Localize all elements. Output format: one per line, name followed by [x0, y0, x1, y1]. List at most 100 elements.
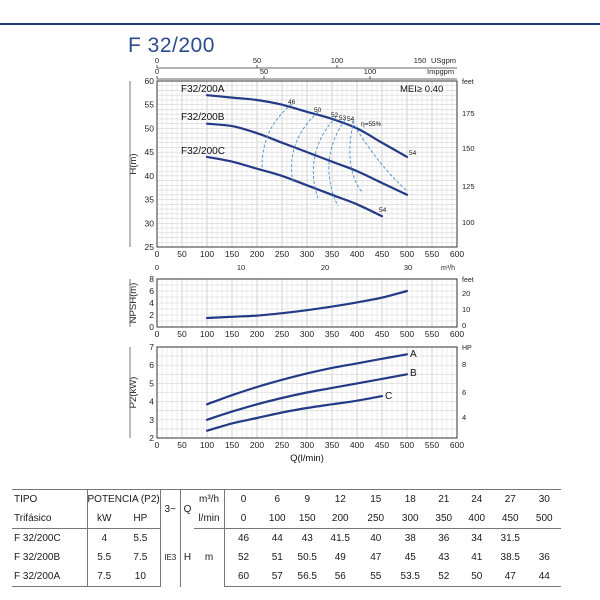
x-tick-label: 350 [325, 440, 339, 450]
y-axis-label: P2(kW) [128, 377, 139, 409]
col-hp: HP [120, 509, 161, 529]
right-unit: HP [462, 345, 472, 352]
power-chart: 0 50 100 150 200 250 300 350 400 450 500 550 600 2 3 4 5… [128, 342, 472, 464]
pump-curves: 0 50 100 150 200 250 300 350 400 450 500 550 6002530… [128, 56, 475, 464]
x-tick-label: 550 [425, 440, 439, 450]
h-cell: 56 [322, 567, 359, 587]
lmin-cell: 400 [460, 509, 494, 529]
top-axis-1-label: 150 [414, 56, 427, 65]
efficiency-curve [328, 119, 346, 207]
x-tick-label: 450 [375, 249, 389, 259]
h-cell: 49 [334, 552, 346, 563]
efficiency-curve [291, 111, 319, 183]
right-tick-label: 20 [462, 289, 470, 298]
top-axis-1-label: 100 [331, 56, 344, 65]
x-tick-label: 350 [325, 249, 339, 259]
top-axis-2-unit: Impgpm [427, 67, 454, 76]
x-tick-label: 450 [375, 440, 389, 450]
efficiency-label: 46 [288, 99, 296, 106]
right-tick-label: 125 [462, 182, 475, 191]
top-axis-1-unit: USgpm [431, 56, 456, 65]
h-cell: 44 [527, 567, 562, 587]
series-label: F32/200C [181, 146, 225, 157]
h-cell: 52 [427, 567, 461, 587]
h-cell: 45 [404, 552, 416, 563]
h-cell: 47 [493, 567, 528, 587]
x-tick-label: 500 [400, 249, 414, 259]
page-title: F 32/200 [128, 34, 215, 57]
top-axis-label: 30 [404, 263, 412, 272]
x-tick-label: 300 [300, 329, 314, 339]
lmin-cell: 200 [322, 509, 359, 529]
x-tick-label: 0 [155, 329, 160, 339]
x-tick-label: 600 [450, 440, 464, 450]
unit-lmin: l/min [194, 509, 225, 529]
h-cell: 38.5 [500, 552, 520, 563]
table-header-row: Trifásico kW HP l/min 0 100 150 200 250 … [12, 509, 562, 529]
h-cell: 43 [301, 533, 313, 544]
efficiency-label: 54 [409, 150, 417, 157]
y-tick-label: 5 [149, 378, 154, 388]
top-axis-2-label: 100 [364, 67, 377, 76]
npsh-chart: 0 50 100 150 200 250 300 350 400 450 500 550 6000246… [128, 263, 474, 339]
right-tick-label: 4 [462, 413, 466, 422]
y-tick-label: 4 [149, 397, 154, 407]
x-tick-label: 150 [225, 440, 239, 450]
h-cell: 41.5 [330, 533, 350, 544]
header-rule [0, 23, 600, 25]
top-axis-1-label: 50 [253, 56, 261, 65]
series-label: A [410, 349, 417, 360]
h-cell: 41 [471, 552, 483, 563]
x-tick-label: 500 [400, 329, 414, 339]
efficiency-label: 53 [339, 115, 347, 122]
right-tick-label: 150 [462, 144, 475, 153]
x-tick-label: 100 [200, 329, 214, 339]
x-tick-label: 250 [275, 329, 289, 339]
efficiency-curve [349, 120, 363, 193]
series-label: F32/200A [181, 84, 225, 95]
right-tick-label: 0 [462, 321, 466, 330]
y-tick-label: 4 [149, 298, 154, 308]
m3h-cell: 0 [223, 489, 263, 509]
series-line [205, 122, 409, 196]
x-tick-label: 250 [275, 249, 289, 259]
x-tick-label: 0 [155, 440, 160, 450]
m3h-cell: 15 [358, 489, 394, 509]
series-label: C [385, 391, 392, 402]
m3h-cell: 27 [493, 489, 528, 509]
m3h-cell: 12 [322, 489, 359, 509]
lmin-cell: 300 [393, 509, 428, 529]
h-cell: 56.5 [292, 567, 323, 587]
series-label: B [410, 368, 417, 379]
y-axis-label: NPSH(m) [128, 283, 139, 324]
m3h-cell: 30 [527, 489, 562, 509]
y-tick-label: 50 [145, 123, 155, 133]
h-cell: 31.5 [500, 533, 520, 544]
table-row: F 32/200A 7.5 10 60 57 56.5 56 55 53.5 5… [12, 567, 562, 587]
m3h-cell: 21 [427, 489, 461, 509]
y-tick-label: 55 [145, 100, 155, 110]
series-line [205, 289, 409, 320]
lmin-cell: 250 [358, 509, 394, 529]
series-line [205, 353, 409, 406]
efficiency-label: 50 [314, 107, 322, 114]
y-tick-label: 3 [149, 415, 154, 425]
x-tick-label: 250 [275, 440, 289, 450]
x-tick-label: 150 [225, 329, 239, 339]
right-tick-label: 10 [462, 305, 470, 314]
efficiency-curve [261, 103, 293, 169]
series-line [205, 395, 384, 432]
h-cell: 43 [438, 552, 450, 563]
plot-frame [156, 278, 458, 328]
m3h-cell: 24 [460, 489, 494, 509]
table-header-row: TIPO POTENCIA (P2) 3~ Q m³/h 0 6 9 12 15… [12, 489, 562, 529]
series-line [205, 155, 384, 218]
head-chart: 0 50 100 150 200 250 300 350 400 450 500 550 6002530… [128, 56, 475, 259]
series-line [205, 94, 409, 158]
x-tick-label: 550 [425, 249, 439, 259]
top-axis-2-label: 50 [260, 67, 268, 76]
x-tick-label: 400 [350, 329, 364, 339]
y-axis-label: H(m) [128, 153, 139, 174]
col-tipo: TIPO [12, 489, 87, 509]
efficiency-label: 54 [347, 116, 355, 123]
